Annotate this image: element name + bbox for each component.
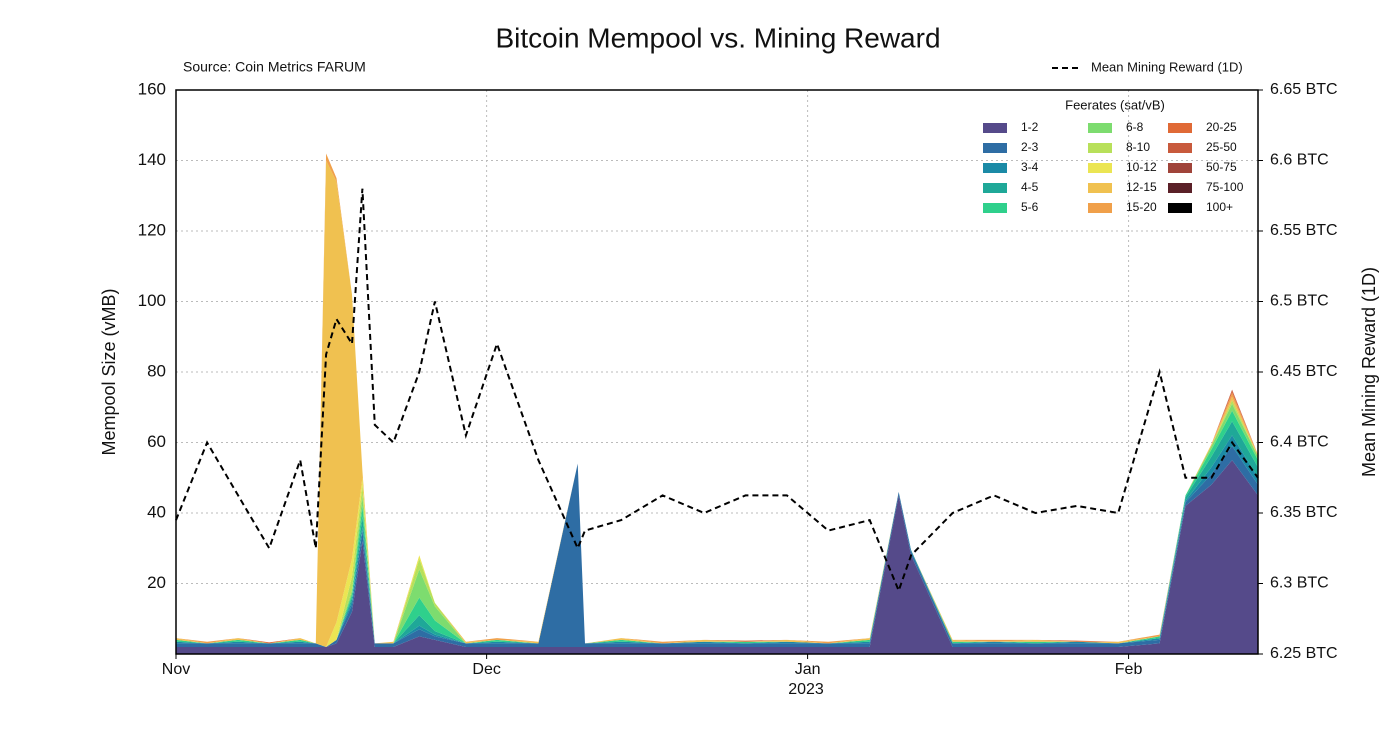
y-tick-label: 100 xyxy=(138,291,166,310)
y-tick-label: 80 xyxy=(147,361,166,380)
legend-label: 15-20 xyxy=(1126,200,1157,214)
y-tick-label: 20 xyxy=(147,573,166,592)
legend-swatch xyxy=(983,163,1007,173)
y2-tick-label: 6.45 BTC xyxy=(1270,363,1338,380)
legend-title: Feerates (sat/vB) xyxy=(1065,97,1165,112)
y2-tick-label: 6.25 BTC xyxy=(1270,645,1338,662)
legend-swatch xyxy=(1088,163,1112,173)
legend-label: 10-12 xyxy=(1126,160,1157,174)
x-tick-label: Nov xyxy=(162,661,190,678)
y2-tick-label: 6.65 BTC xyxy=(1270,81,1338,98)
legend-swatch xyxy=(1168,123,1192,133)
legend-swatch xyxy=(1088,123,1112,133)
subtitle: Source: Coin Metrics FARUM xyxy=(183,59,366,75)
legend-swatch xyxy=(983,203,1007,213)
legend-label: 25-50 xyxy=(1206,140,1237,154)
legend-swatch xyxy=(1168,163,1192,173)
legend-label: 5-6 xyxy=(1021,200,1039,214)
y2-tick-label: 6.5 BTC xyxy=(1270,293,1329,310)
y-tick-label: 120 xyxy=(138,220,166,239)
legend-label: Mean Mining Reward (1D) xyxy=(1091,59,1243,74)
legend-swatch xyxy=(1088,203,1112,213)
legend-swatch xyxy=(1088,143,1112,153)
legend-label: 12-15 xyxy=(1126,180,1157,194)
legend-label: 20-25 xyxy=(1206,120,1237,134)
legend-label: 100+ xyxy=(1206,200,1233,214)
legend-label: 6-8 xyxy=(1126,120,1144,134)
legend-swatch xyxy=(1168,183,1192,193)
line xyxy=(175,188,1259,594)
y-tick-label: 140 xyxy=(138,150,166,169)
legend-label: 50-75 xyxy=(1206,160,1237,174)
y2-tick-label: 6.55 BTC xyxy=(1270,222,1338,239)
y2-tick-label: 6.35 BTC xyxy=(1270,504,1338,521)
y-tick-label: 60 xyxy=(147,432,166,451)
legend-swatch xyxy=(1168,143,1192,153)
legend-label: 3-4 xyxy=(1021,160,1039,174)
legend-swatch xyxy=(983,183,1007,193)
x-tick-label: Dec xyxy=(472,661,500,678)
legend-swatch xyxy=(983,143,1007,153)
legend-swatch xyxy=(983,123,1007,133)
legend-label: 2-3 xyxy=(1021,140,1039,154)
y2-tick-label: 6.3 BTC xyxy=(1270,575,1329,592)
plot-frame xyxy=(175,89,1259,655)
y2-axis-label: Mean Mining Reward (1D) xyxy=(1359,267,1379,477)
x-tick-label: Jan xyxy=(795,661,821,678)
legend-swatch xyxy=(1168,203,1192,213)
x-year-label: 2023 xyxy=(788,681,824,698)
x-tick-label: Feb xyxy=(1115,661,1143,678)
legend-label: 8-10 xyxy=(1126,140,1150,154)
legend-label: 1-2 xyxy=(1021,120,1039,134)
legend-label: 4-5 xyxy=(1021,180,1039,194)
chart-title: Bitcoin Mempool vs. Mining Reward xyxy=(495,22,940,53)
legend-swatch xyxy=(1088,183,1112,193)
y2-tick-label: 6.6 BTC xyxy=(1270,152,1329,169)
y2-tick-label: 6.4 BTC xyxy=(1270,434,1329,451)
y-tick-label: 160 xyxy=(138,79,166,98)
legend-label: 75-100 xyxy=(1206,180,1244,194)
y-axis-label: Mempool Size (vMB) xyxy=(99,288,119,455)
y-tick-label: 40 xyxy=(147,502,166,521)
